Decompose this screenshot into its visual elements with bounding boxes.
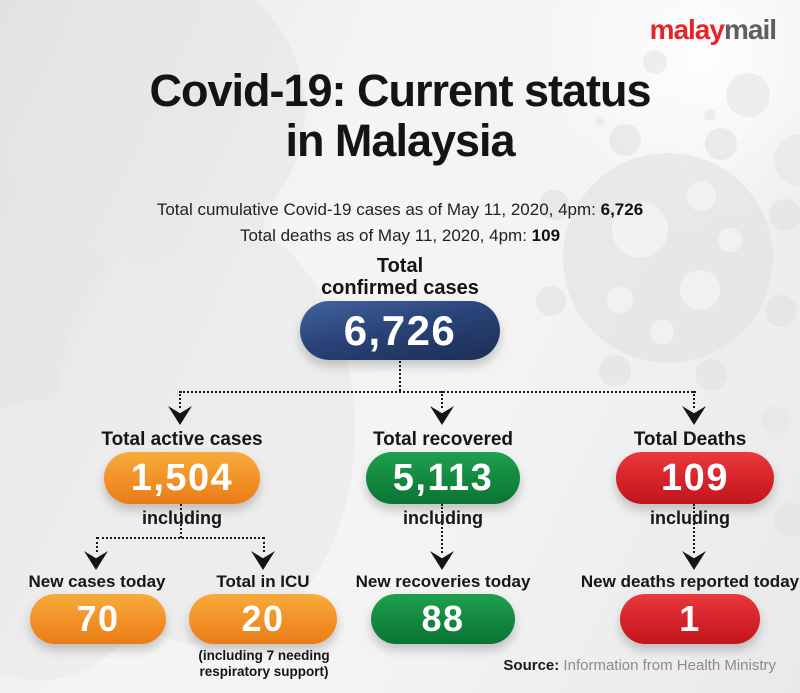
arrow-down-icon — [682, 551, 706, 570]
page-title: Covid-19: Current status in Malaysia — [0, 66, 800, 166]
arrow-down-icon — [84, 551, 108, 570]
title-line-1: Covid-19: Current status — [149, 65, 651, 116]
total-recovered-label: Total recovered — [372, 429, 514, 450]
connector-active-stem — [180, 504, 182, 538]
new-recoveries-today-label: New recoveries today — [355, 572, 531, 591]
subtitle-line-1-value: 6,726 — [600, 200, 644, 219]
root-label-line-1: Total — [376, 255, 424, 277]
icu-note: (including 7 needing respiratory support… — [198, 648, 330, 679]
arrow-down-icon — [430, 406, 454, 425]
connector-tier1-bar — [180, 391, 696, 393]
total-confirmed-cases-pill: 6,726 — [300, 301, 500, 360]
logo-part-red: malay — [649, 14, 725, 45]
new-deaths-reported-today-pill: 1 — [620, 594, 760, 644]
total-active-cases-pill: 1,504 — [104, 452, 260, 504]
including-label-recovered: including — [403, 508, 483, 528]
connector-active-stub — [179, 391, 181, 408]
subtitle-line-2-value: 109 — [531, 226, 561, 245]
subtitle-line-2: Total deaths as of May 11, 2020, 4pm: 10… — [0, 223, 800, 249]
connector-recoveries-stem — [441, 504, 443, 553]
root-label-line-2: confirmed cases — [321, 277, 479, 299]
total-active-cases-label: Total active cases — [101, 429, 263, 450]
connector-active-split-bar — [97, 537, 264, 539]
new-cases-today-pill: 70 — [30, 594, 166, 644]
arrow-down-icon — [682, 406, 706, 425]
subtitle-line-2-text: Total deaths as of May 11, 2020, 4pm: — [239, 226, 532, 245]
total-in-icu-label: Total in ICU — [216, 572, 310, 591]
arrow-down-icon — [251, 551, 275, 570]
arrow-down-icon — [430, 551, 454, 570]
subtitle-line-1: Total cumulative Covid-19 cases as of Ma… — [0, 197, 800, 223]
connector-root-stem — [399, 361, 401, 391]
source-attribution: Source: Information from Health Ministry — [503, 657, 776, 674]
total-recovered-pill: 5,113 — [366, 452, 520, 504]
total-deaths-pill: 109 — [616, 452, 774, 504]
new-deaths-reported-today-label: New deaths reported today — [580, 572, 800, 591]
source-label: Source: — [503, 657, 560, 674]
including-label-active: including — [142, 508, 222, 528]
total-in-icu-pill: 20 — [189, 594, 337, 644]
total-deaths-label: Total Deaths — [633, 429, 747, 450]
malaymail-logo: malaymail — [649, 14, 777, 46]
title-line-2: in Malaysia — [285, 115, 515, 166]
total-confirmed-cases-label: Total confirmed cases — [0, 255, 800, 299]
source-text: Information from Health Ministry — [559, 657, 776, 674]
connector-recovered-stub — [441, 391, 443, 408]
new-cases-today-label: New cases today — [28, 572, 166, 591]
new-recoveries-today-pill: 88 — [371, 594, 515, 644]
connector-deaths-stub — [693, 391, 695, 408]
arrow-down-icon — [168, 406, 192, 425]
connector-icu-stub — [263, 537, 265, 552]
connector-newdeaths-stem — [693, 504, 695, 553]
subtitle-line-1-text: Total cumulative Covid-19 cases as of Ma… — [156, 200, 601, 219]
subtitle: Total cumulative Covid-19 cases as of Ma… — [0, 197, 800, 249]
logo-part-gray: mail — [723, 14, 777, 45]
including-label-deaths: including — [650, 508, 730, 528]
connector-newcases-stub — [96, 537, 98, 552]
